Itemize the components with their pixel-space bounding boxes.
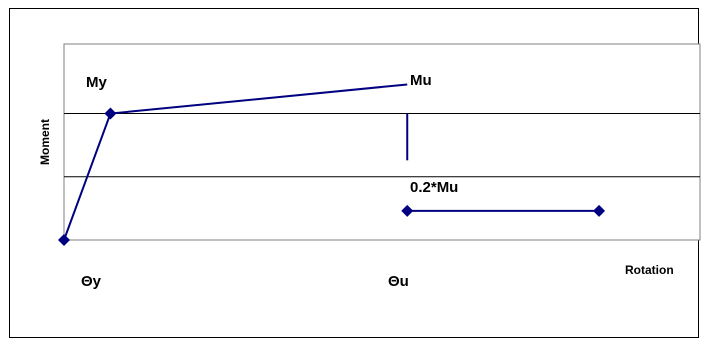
- annotation-theta-u: Θu: [388, 273, 409, 290]
- series-markers: [58, 107, 606, 246]
- data-point-3: [593, 204, 606, 217]
- annotation-my: My: [86, 74, 107, 91]
- annotation-residual: 0.2*Mu: [410, 179, 458, 196]
- data-point-0: [58, 234, 70, 246]
- annotation-theta-y: Θy: [81, 273, 102, 290]
- annotation-mu: Mu: [410, 72, 432, 89]
- y-axis-label: Moment: [38, 119, 52, 165]
- data-point-1: [104, 107, 117, 120]
- plot-area: [63, 43, 701, 241]
- gridlines: [64, 113, 700, 178]
- x-axis-label: Rotation: [625, 263, 674, 277]
- data-point-2: [401, 204, 414, 217]
